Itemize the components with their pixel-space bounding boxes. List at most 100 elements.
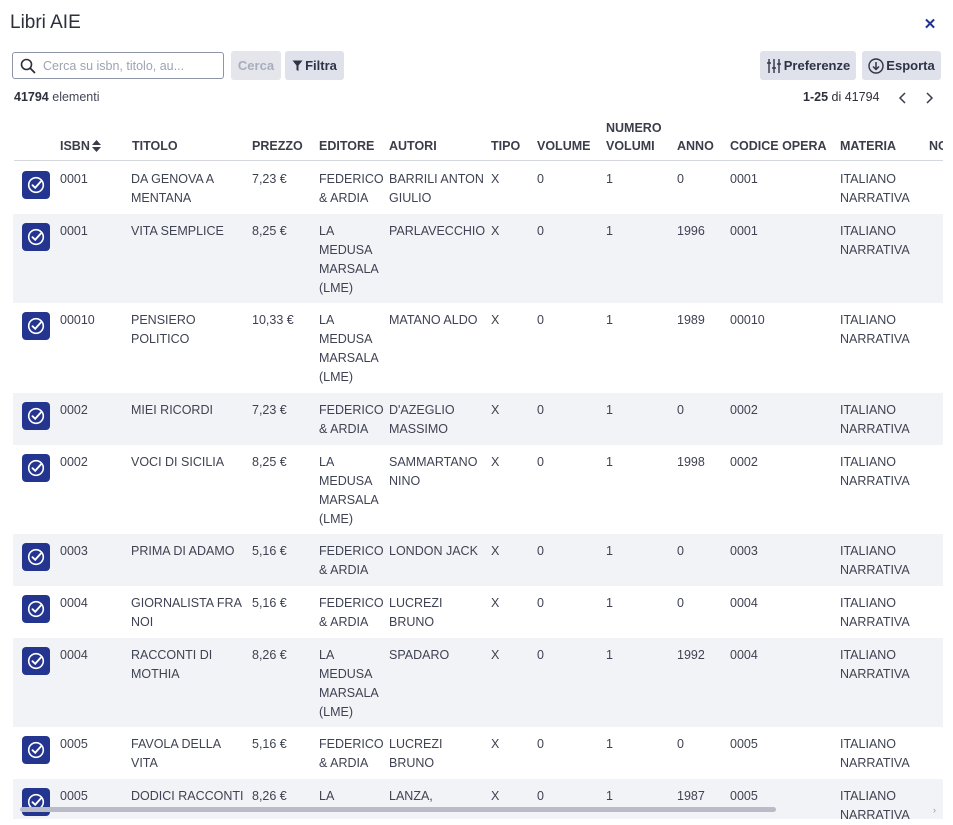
cell-volume: 0 <box>537 544 544 558</box>
item-count: 41794 elementi <box>14 90 100 104</box>
cell-tipo: X <box>491 648 500 662</box>
cell-prezzo: 7,23 € <box>252 172 287 186</box>
horizontal-scrollbar[interactable] <box>20 807 776 812</box>
cell-codice-opera: 0002 <box>730 403 758 417</box>
column-header-anno[interactable]: ANNO <box>677 139 714 153</box>
cell-volume: 0 <box>537 224 544 238</box>
cell-numero-volumi: 1 <box>606 455 613 469</box>
scroll-right-icon[interactable]: › <box>933 805 936 815</box>
search-button[interactable]: Cerca <box>231 51 281 80</box>
cell-editore: FEDERICO & ARDIA <box>319 596 384 629</box>
cell-anno: 1996 <box>677 224 705 238</box>
filter-button[interactable]: Filtra <box>285 51 344 80</box>
cell-editore: LA MEDUSA MARSALA (LME) <box>319 455 379 526</box>
cell-prezzo: 5,16 € <box>252 544 287 558</box>
cell-numero-volumi: 1 <box>606 172 613 186</box>
column-header-volume[interactable]: VOLUME <box>537 139 591 153</box>
table-row[interactable]: 0004 RACCONTI DI MOTHIA 8,26 € LA MEDUSA MA… <box>13 638 943 727</box>
cell-numero-volumi: 1 <box>606 648 613 662</box>
cell-codice-opera: 0001 <box>730 172 758 186</box>
pagination-info: 1-25 di 41794 <box>803 90 879 104</box>
column-header-autori[interactable]: AUTORI <box>389 139 437 153</box>
cell-isbn: 00010 <box>60 313 95 327</box>
row-checkbox[interactable] <box>22 647 50 675</box>
cell-prezzo: 8,26 € <box>252 648 287 662</box>
row-checkbox[interactable] <box>22 595 50 623</box>
cell-numero-volumi: 1 <box>606 313 613 327</box>
table-row[interactable]: 0001 VITA SEMPLICE 8,25 € LA MEDUSA MARSALA… <box>13 214 943 303</box>
sort-icon[interactable] <box>91 139 102 153</box>
search-button-label: Cerca <box>237 58 275 73</box>
cell-autori: PARLAVECCHIO <box>389 224 486 238</box>
cell-titolo: MIEI RICORDI <box>131 403 213 417</box>
column-header-prezzo[interactable]: PREZZO <box>252 139 303 153</box>
search-input[interactable] <box>43 56 218 76</box>
close-icon[interactable]: ✕ <box>923 16 937 33</box>
column-header-codice-opera[interactable]: CODICE OPERA <box>730 139 827 153</box>
cell-codice-opera: 0004 <box>730 648 758 662</box>
cell-titolo: DA GENOVA A MENTANA <box>131 172 214 205</box>
cell-autori: LUCREZI BRUNO <box>389 596 443 629</box>
cell-materia: ITALIANO NARRATIVA <box>840 544 910 577</box>
cell-autori: LONDON JACK <box>389 544 478 558</box>
column-header-tipo[interactable]: TIPO <box>491 139 521 153</box>
table-row[interactable]: 0002 MIEI RICORDI 7,23 € FEDERICO & ARDIA D'… <box>13 393 943 445</box>
table-row[interactable]: 0003 PRIMA DI ADAMO 5,16 € FEDERICO & ARDIA… <box>13 534 943 586</box>
table-row[interactable]: 0002 VOCI DI SICILIA 8,25 € LA MEDUSA MARSA… <box>13 445 943 534</box>
chevron-left-icon[interactable] <box>896 91 910 105</box>
cell-editore: LA MEDUSA MARSALA (LME) <box>319 648 379 719</box>
cell-titolo: VOCI DI SICILIA <box>131 455 225 469</box>
cell-materia: ITALIANO NARRATIVA <box>840 313 910 346</box>
table-row[interactable]: 0005 FAVOLA DELLA VITA 5,16 € FEDERICO & AR… <box>13 727 943 779</box>
column-header-numero-volumi[interactable]: NUMERO VOLUMI <box>606 121 662 153</box>
column-header-isbn[interactable]: ISBN <box>60 139 90 153</box>
column-header-no[interactable]: NO <box>929 139 943 153</box>
cell-tipo: X <box>491 737 500 751</box>
row-checkbox[interactable] <box>22 543 50 571</box>
cell-autori: MATANO ALDO <box>389 313 478 327</box>
table-row[interactable]: 0001 DA GENOVA A MENTANA 7,23 € FEDERICO & … <box>13 162 943 214</box>
cell-isbn: 0001 <box>60 224 88 238</box>
check-icon <box>27 407 45 425</box>
cell-codice-opera: 0005 <box>730 737 758 751</box>
table-row[interactable]: 00010 PENSIERO POLITICO 10,33 € LA MEDUSA M… <box>13 303 943 393</box>
export-button-label: Esporta <box>886 58 935 73</box>
cell-volume: 0 <box>537 172 544 186</box>
column-header-editore[interactable]: EDITORE <box>319 139 375 153</box>
cell-prezzo: 8,26 € <box>252 789 287 803</box>
check-icon <box>27 548 45 566</box>
chevron-right-icon[interactable] <box>922 91 936 105</box>
column-header-titolo[interactable]: TITOLO <box>132 139 178 153</box>
row-checkbox[interactable] <box>22 454 50 482</box>
table-row[interactable]: 0005 DODICI RACCONTI 8,26 € LA LANZA, X 0 1 1987… <box>13 779 943 822</box>
cell-isbn: 0003 <box>60 544 88 558</box>
header-divider <box>14 160 943 161</box>
cell-isbn: 0005 <box>60 789 88 803</box>
cell-volume: 0 <box>537 313 544 327</box>
cell-anno: 0 <box>677 544 684 558</box>
cell-editore: FEDERICO & ARDIA <box>319 544 384 577</box>
row-checkbox[interactable] <box>22 223 50 251</box>
cell-isbn: 0004 <box>60 648 88 662</box>
column-header-materia[interactable]: MATERIA <box>840 139 897 153</box>
preferences-button[interactable]: Preferenze <box>760 51 856 80</box>
cell-prezzo: 7,23 € <box>252 403 287 417</box>
cell-isbn: 0001 <box>60 172 88 186</box>
cell-codice-opera: 0005 <box>730 789 758 803</box>
row-checkbox[interactable] <box>22 171 50 199</box>
row-checkbox[interactable] <box>22 736 50 764</box>
row-checkbox[interactable] <box>22 312 50 340</box>
cell-titolo: RACCONTI DI MOTHIA <box>131 648 213 681</box>
cell-isbn: 0002 <box>60 455 88 469</box>
cell-numero-volumi: 1 <box>606 596 613 610</box>
check-icon <box>27 741 45 759</box>
cell-autori: BARRILI ANTON GIULIO <box>389 172 484 205</box>
check-icon <box>27 317 45 335</box>
item-count-value: 41794 <box>14 90 49 104</box>
export-button[interactable]: Esporta <box>862 51 941 80</box>
table-row[interactable]: 0004 GIORNALISTA FRA NOI 5,16 € FEDERICO & … <box>13 586 943 638</box>
cell-autori: SPADARO <box>389 648 450 662</box>
cell-prezzo: 8,25 € <box>252 455 287 469</box>
row-checkbox[interactable] <box>22 402 50 430</box>
cell-anno: 1998 <box>677 455 705 469</box>
